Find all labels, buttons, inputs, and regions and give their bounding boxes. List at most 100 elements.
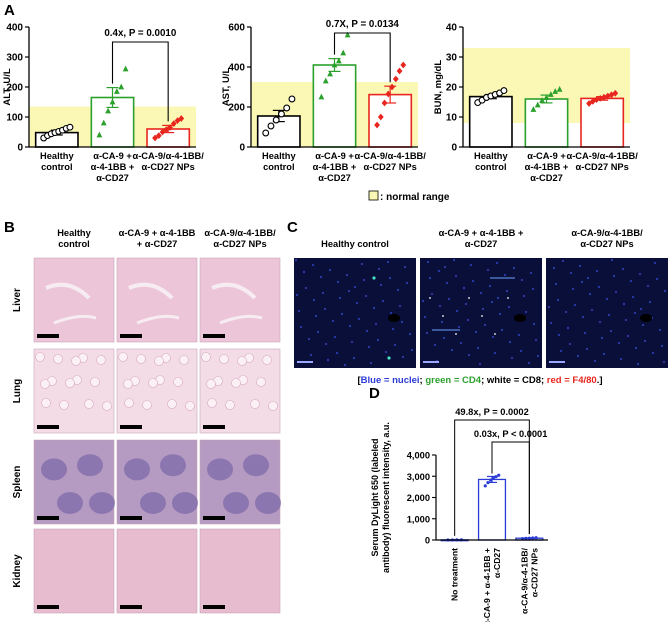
nucleus: [307, 337, 311, 341]
category-label: control: [263, 162, 295, 172]
data-point: [593, 96, 600, 103]
category-label: Healthy: [474, 151, 508, 161]
nucleus: [324, 342, 328, 346]
significance-label: 0.03x, P < 0.0001: [474, 429, 548, 439]
nucleus: [471, 279, 475, 283]
nucleus: [658, 328, 662, 332]
nucleus: [474, 330, 478, 334]
panel-label-b: B: [4, 219, 15, 236]
nucleus: [297, 309, 301, 313]
significance-bracket: [491, 441, 530, 534]
data-point: [283, 104, 291, 112]
nucleus: [569, 271, 573, 275]
data-point: [486, 481, 490, 485]
data-point: [113, 88, 120, 94]
alveolus: [185, 401, 195, 411]
nucleus: [386, 260, 390, 264]
y-tick-label: 2,000: [407, 493, 430, 503]
nucleus: [405, 281, 409, 285]
nucleus: [454, 274, 458, 278]
nucleus: [360, 262, 364, 266]
category-label: Healthy: [262, 151, 296, 161]
data-point: [552, 88, 559, 94]
category-label: α-CA-9/α-4-1BB/: [132, 151, 204, 161]
nucleus: [512, 266, 516, 270]
category-label: α-CD27: [318, 173, 351, 183]
nucleus: [352, 356, 356, 360]
nucleus: [651, 351, 655, 355]
data-point: [267, 122, 275, 130]
alveolus: [102, 401, 112, 411]
scale-bar: [549, 361, 565, 363]
nucleus: [638, 272, 642, 276]
nucleus: [561, 259, 565, 263]
nucleus: [581, 315, 585, 319]
nucleus: [629, 279, 633, 283]
nucleus: [660, 344, 664, 348]
category-label: α-CA-9/α-4-1BB/: [519, 547, 529, 614]
fluorescence-column-label: α-CA-9/α-4-1BB/: [571, 228, 643, 238]
vessel-lumen: [388, 314, 400, 322]
nucleus: [331, 319, 335, 323]
histology-image: [199, 257, 281, 343]
data-point: [534, 101, 541, 108]
nucleus: [493, 351, 497, 355]
category-label: α-CA-9 +: [527, 151, 566, 161]
data-point: [335, 57, 342, 64]
cd8-cell: [468, 297, 470, 299]
category-label-group: No treatment: [450, 548, 460, 601]
nucleus: [566, 326, 570, 330]
nucleus: [469, 263, 473, 267]
nucleus: [568, 342, 572, 346]
data-point: [105, 107, 112, 114]
nucleus: [507, 305, 511, 309]
normal-range-legend-swatch: [368, 190, 379, 201]
nucleus: [624, 318, 628, 322]
liver-vessel: [53, 314, 97, 325]
nucleus: [549, 321, 553, 325]
data-point: [155, 132, 162, 139]
data-point: [122, 65, 129, 72]
category-label: control: [475, 162, 507, 172]
nucleus: [522, 294, 526, 298]
data-point: [494, 475, 498, 479]
nucleus: [573, 303, 577, 307]
nucleus: [357, 317, 361, 321]
y-tick-label: 400: [6, 23, 23, 34]
data-point: [278, 110, 285, 118]
nucleus: [462, 286, 466, 290]
nucleus: [302, 270, 306, 274]
nucleus: [442, 336, 446, 340]
spleen-lobule: [57, 492, 83, 514]
nucleus: [467, 353, 471, 357]
serum-fluorescence-chart: No treatment α-CA-9 + α-4-1BB + α-CD27 α-CA…: [370, 407, 548, 626]
category-label: α-4-1BB +: [525, 162, 569, 172]
nucleus: [556, 298, 560, 302]
normal-range-legend-text: : normal range: [380, 192, 450, 203]
data-point: [340, 49, 347, 56]
spleen-lobule: [160, 454, 186, 477]
data-point: [392, 75, 399, 83]
scale-bar: [37, 516, 59, 520]
histology-row-label: Spleen: [12, 466, 23, 499]
y-tick-label: 0: [451, 143, 457, 154]
cd8-cell: [481, 315, 483, 317]
nucleus: [374, 322, 378, 326]
data-point: [163, 126, 170, 133]
nucleus: [571, 287, 575, 291]
nucleus: [527, 361, 531, 365]
alveolus: [231, 378, 241, 388]
nucleus: [662, 360, 666, 364]
y-tick-label: 200: [6, 83, 23, 94]
nucleus: [457, 325, 461, 329]
alveolus: [41, 398, 51, 408]
y-axis-label: BUN, mg/dL: [433, 60, 444, 115]
legend-sep2: ; white = CD8;: [481, 375, 547, 386]
spleen-lobule: [255, 492, 281, 514]
nucleus: [377, 267, 381, 271]
alveolus: [136, 354, 146, 364]
nucleus: [391, 327, 395, 331]
nucleus: [476, 346, 480, 350]
